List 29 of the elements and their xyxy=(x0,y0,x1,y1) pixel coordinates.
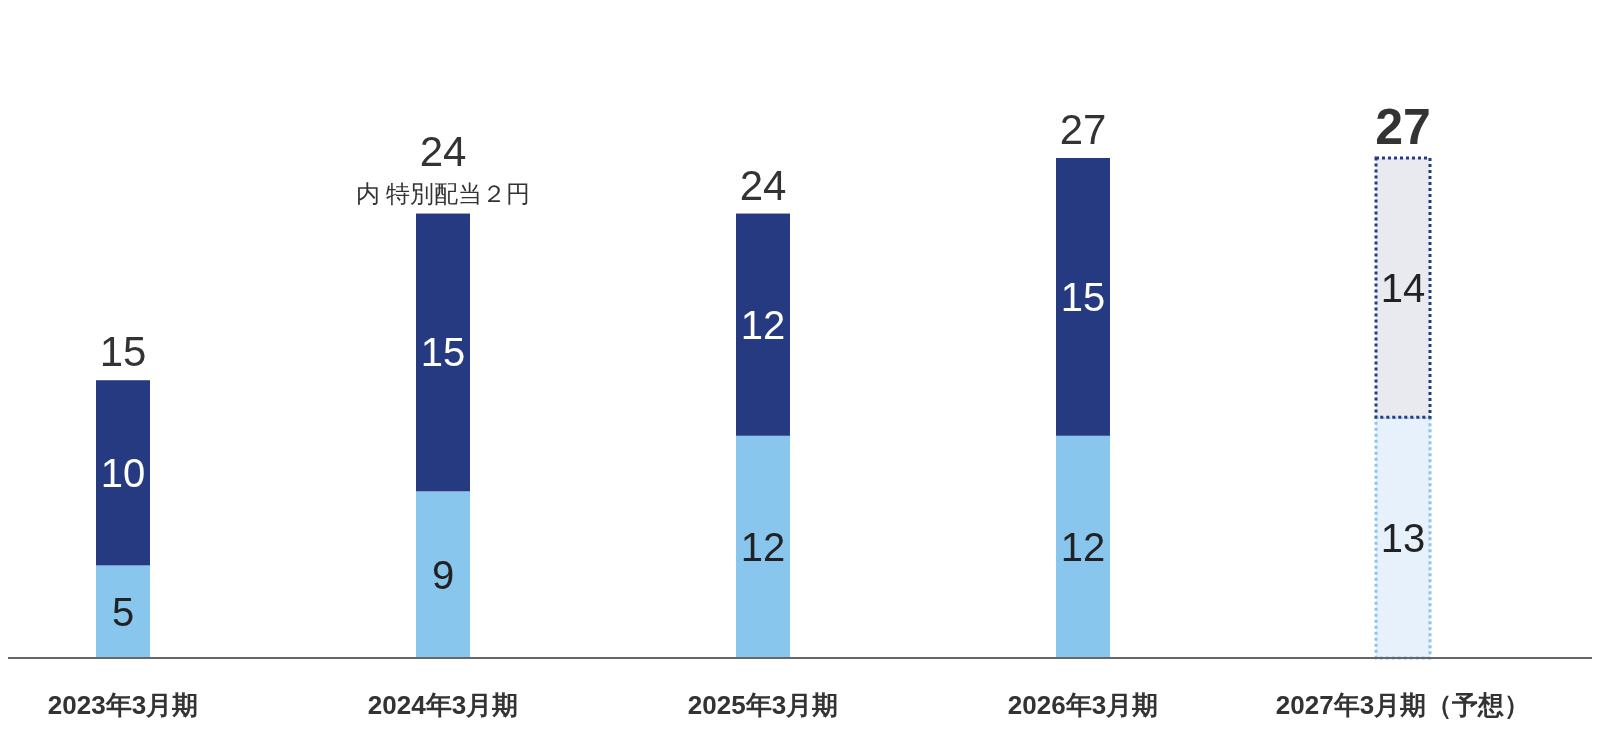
total-label: 27 xyxy=(1375,99,1431,155)
bar xyxy=(96,380,150,566)
x-tick-label: 2027年3月期（予想） xyxy=(1275,690,1531,720)
x-tick-label: 2023年3月期 xyxy=(47,690,199,720)
annotation: 内 特別配当２円 xyxy=(355,179,531,207)
x-tick-label: 2024年3月期 xyxy=(367,690,519,720)
bar xyxy=(736,435,790,658)
bar xyxy=(1056,158,1110,436)
data-label: 12 xyxy=(740,302,786,347)
bar xyxy=(416,491,470,658)
data-label: 5 xyxy=(111,589,135,634)
total-label: 15 xyxy=(99,328,147,376)
bar xyxy=(1056,435,1110,658)
data-label: 10 xyxy=(100,450,146,495)
total-label: 24 xyxy=(739,161,787,209)
bar xyxy=(416,213,470,492)
data-label: 15 xyxy=(420,330,466,375)
x-tick-label: 2026年3月期 xyxy=(1007,690,1159,720)
data-label: 15 xyxy=(1060,274,1106,319)
total-label: 27 xyxy=(1059,106,1107,153)
bar xyxy=(96,565,150,658)
bar xyxy=(736,213,790,436)
data-label: 13 xyxy=(1380,515,1426,560)
data-label: 12 xyxy=(1060,524,1106,569)
x-tick-label: 2025年3月期 xyxy=(687,690,839,720)
data-label: 12 xyxy=(740,524,786,569)
data-label: 14 xyxy=(1380,265,1426,310)
data-label: 9 xyxy=(431,552,455,597)
total-label: 24 xyxy=(419,127,467,175)
